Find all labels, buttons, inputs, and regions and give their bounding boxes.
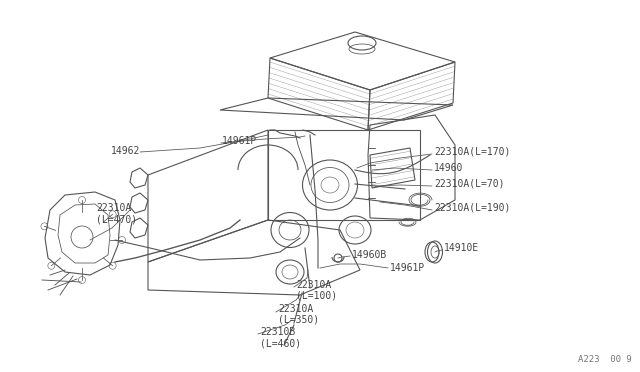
Text: 22310A(L=70): 22310A(L=70) (434, 179, 504, 189)
Text: (L=350): (L=350) (278, 315, 319, 325)
Text: 22310B: 22310B (260, 327, 295, 337)
Text: A223  00 9: A223 00 9 (579, 355, 632, 364)
Text: 14961P: 14961P (390, 263, 425, 273)
Text: 22310A: 22310A (278, 304, 313, 314)
Text: 14960B: 14960B (352, 250, 387, 260)
Text: 14910E: 14910E (444, 243, 479, 253)
Text: (L=100): (L=100) (296, 291, 337, 301)
Text: 22310A(L=190): 22310A(L=190) (434, 203, 510, 213)
Text: 22310A: 22310A (96, 203, 131, 213)
Text: 14960: 14960 (434, 163, 463, 173)
Text: 14962: 14962 (111, 146, 140, 156)
Text: 22310A(L=170): 22310A(L=170) (434, 147, 510, 157)
Text: 22310A: 22310A (296, 280, 332, 290)
Text: (L=460): (L=460) (260, 338, 301, 348)
Text: (L=470): (L=470) (96, 214, 137, 224)
Text: 14961P: 14961P (222, 136, 257, 146)
